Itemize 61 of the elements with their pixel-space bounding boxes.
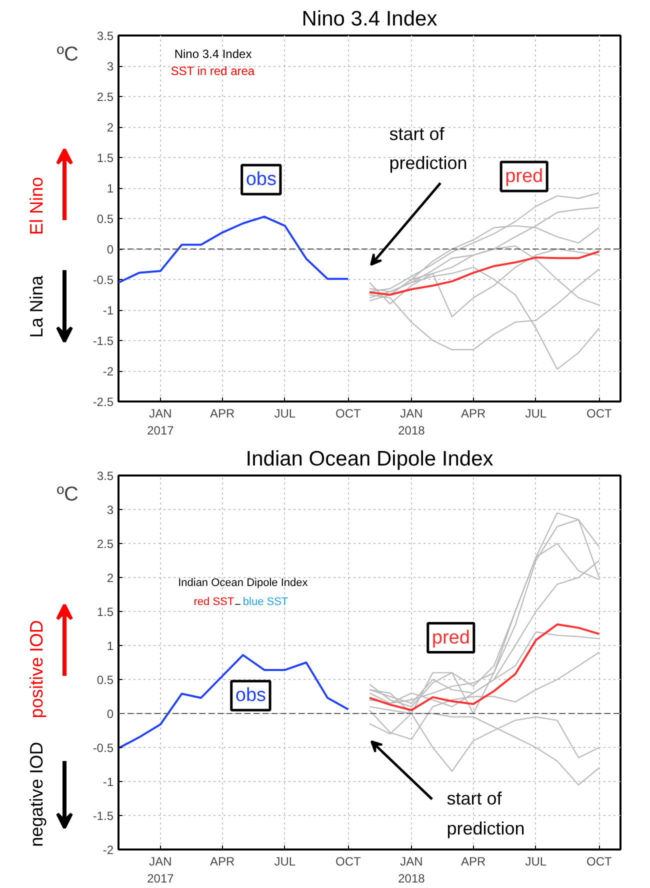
y-tick-label: -2.5	[92, 395, 114, 409]
y-tick-label: -1.5	[92, 809, 114, 823]
annotation: −	[234, 599, 241, 612]
annotation: blue SST	[242, 596, 288, 608]
annotation: start of prediction	[446, 788, 525, 839]
y-tick-label: -2	[102, 364, 114, 378]
y-tick-label: 0.5	[96, 673, 114, 687]
y-tick-label: 3	[106, 503, 114, 517]
y-tick-label: 0	[106, 242, 114, 256]
y-tick-label: -0.5	[92, 741, 114, 755]
y-tick-label: 1	[106, 182, 114, 196]
y-axis-title: ºC	[56, 43, 78, 66]
y-tick-label: -1	[102, 775, 114, 789]
y-tick-label: -1	[102, 304, 114, 318]
y-tick-label: 1.5	[96, 151, 114, 165]
y-tick-label: 2	[106, 571, 114, 585]
x-tick-label: OCT	[586, 406, 613, 420]
annotation: Indian Ocean Dipole Index	[178, 577, 308, 590]
series-label: obs	[235, 685, 266, 706]
y-tick-label: -2	[102, 843, 114, 857]
y-tick-label: 1	[106, 639, 114, 653]
text: positive IOD	[26, 620, 46, 718]
y-tick-label: 2	[106, 120, 114, 134]
series-label: obs	[246, 169, 276, 190]
y-tick-label: 3.5	[96, 469, 114, 483]
y-tick-label: 1.5	[96, 605, 114, 619]
x-tick-label: JAN 2017	[147, 854, 174, 886]
x-tick-label: APR	[461, 854, 486, 868]
x-tick-label: JUL	[274, 854, 296, 868]
y-tick-label: 2.5	[96, 537, 114, 551]
x-tick-label: JAN 2018	[398, 406, 426, 438]
text: negative IOD	[26, 742, 46, 847]
x-tick-label: JAN 2017	[147, 406, 174, 438]
annotation: start of prediction	[389, 124, 468, 173]
annotation: Nino 3.4 Index	[174, 47, 252, 62]
x-tick-label: JUL	[525, 854, 547, 868]
text: El Nino	[26, 177, 46, 236]
x-tick-label: APR	[210, 854, 236, 868]
annotation: SST in red area	[170, 64, 255, 78]
x-tick-label: OCT	[586, 854, 613, 868]
y-axis-title: ºC	[56, 484, 78, 506]
x-tick-label: APR	[461, 406, 486, 420]
chart-title: Nino 3.4 Index	[302, 8, 438, 30]
y-tick-label: 0	[106, 707, 114, 721]
text: pred	[505, 166, 544, 188]
y-tick-label: -1.5	[92, 334, 114, 348]
y-tick-label: 0.5	[96, 212, 114, 226]
x-tick-label: OCT	[336, 406, 362, 420]
x-tick-label: APR	[210, 406, 236, 420]
text: pred	[432, 627, 470, 648]
y-tick-label: -0.5	[92, 273, 114, 287]
text: La Nina	[26, 274, 46, 338]
y-tick-label: 3.5	[96, 29, 114, 43]
annotation: red SST	[194, 596, 234, 608]
x-tick-label: JAN 2018	[398, 854, 426, 886]
y-tick-label: 2.5	[96, 90, 114, 104]
x-tick-label: JUL	[274, 406, 296, 420]
x-tick-label: OCT	[336, 854, 362, 868]
y-tick-label: 3	[106, 60, 114, 74]
x-tick-label: JUL	[525, 406, 547, 420]
chart-title: Indian Ocean Dipole Index	[246, 448, 494, 470]
